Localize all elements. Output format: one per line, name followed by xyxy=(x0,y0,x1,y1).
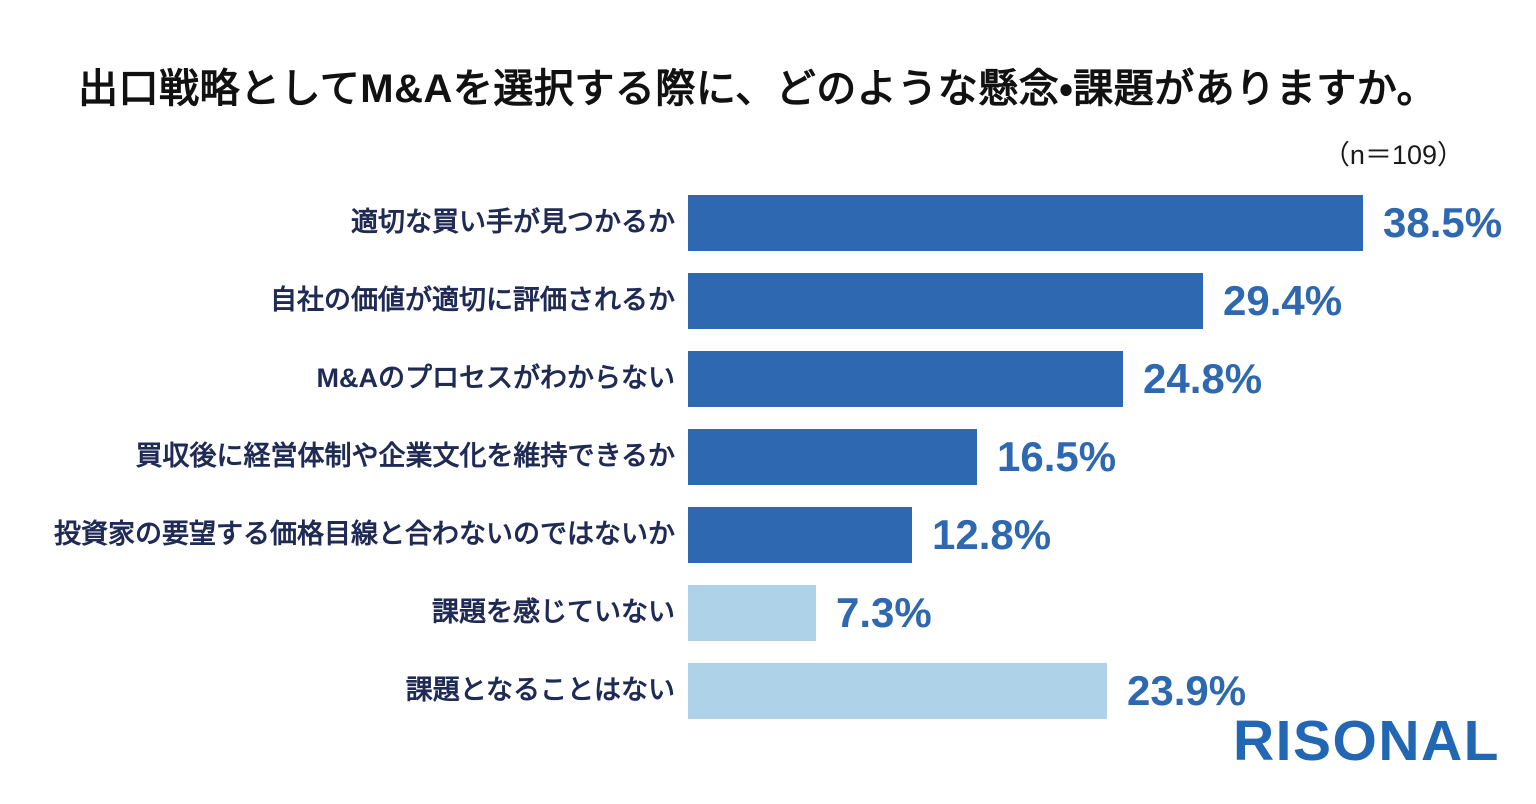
value-label: 38.5% xyxy=(1383,199,1503,246)
category-label: 課題となることはない xyxy=(405,675,675,706)
value-label: 24.8% xyxy=(1143,355,1263,402)
value-label: 12.8% xyxy=(932,511,1052,558)
bar xyxy=(688,273,1203,329)
category-label: 買収後に経営体制や企業文化を維持できるか xyxy=(135,441,675,472)
bar-row: 買収後に経営体制や企業文化を維持できるか 16.5% xyxy=(0,429,1536,485)
horizontal-bar-chart: 適切な買い手が見つかるか 38.5% 自社の価値が適切に評価されるか 29.4% M&A… xyxy=(0,195,1536,761)
chart-title: 出口戦略としてM&Aを選択する際に、どのような懸念・課題がありますか。 xyxy=(78,67,1437,111)
bar xyxy=(688,507,912,563)
sample-size-label: （n＝109） xyxy=(1322,140,1464,170)
category-label: 課題を感じていない xyxy=(432,597,675,628)
category-label: 適切な買い手が見つかるか xyxy=(351,207,675,238)
bar-row: M&Aのプロセスがわからない 24.8% xyxy=(0,351,1536,407)
bar-row: 課題を感じていない 7.3% xyxy=(0,585,1536,641)
bar-row: 課題となることはない 23.9% xyxy=(0,663,1536,719)
risonal-logo: RISONAL xyxy=(1233,709,1500,773)
bar xyxy=(688,429,977,485)
bar-row: 投資家の要望する価格目線と合わないのではないか 12.8% xyxy=(0,507,1536,563)
bar xyxy=(688,195,1363,251)
bar-row: 適切な買い手が見つかるか 38.5% xyxy=(0,195,1536,251)
value-label: 23.9% xyxy=(1127,667,1247,714)
bar xyxy=(688,585,816,641)
bar xyxy=(688,351,1123,407)
bar-row: 自社の価値が適切に評価されるか 29.4% xyxy=(0,273,1536,329)
category-label: M&Aのプロセスがわからない xyxy=(316,363,676,394)
bar xyxy=(688,663,1107,719)
category-label: 投資家の要望する価格目線と合わないのではないか xyxy=(54,519,675,550)
value-label: 7.3% xyxy=(836,589,932,636)
value-label: 16.5% xyxy=(997,433,1117,480)
category-label: 自社の価値が適切に評価されるか xyxy=(270,285,675,316)
value-label: 29.4% xyxy=(1223,277,1343,324)
